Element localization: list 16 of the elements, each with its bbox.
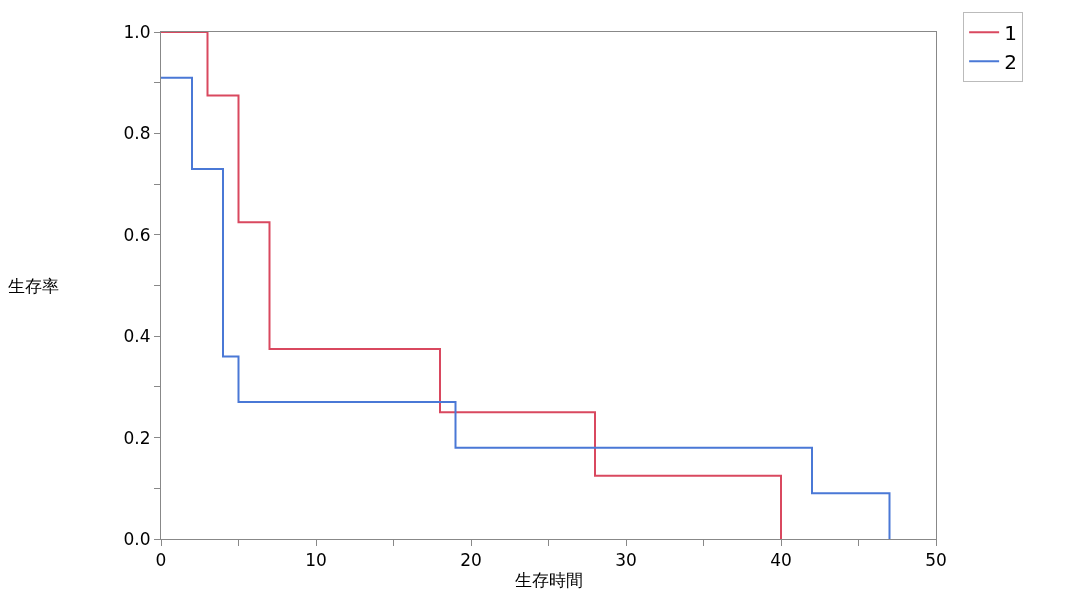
y-tick-label: 0.8 [123, 123, 151, 144]
y-tick-label: 1.0 [123, 21, 151, 42]
x-axis-title: 生存時間 [514, 569, 583, 590]
y-axis-title: 生存率 [8, 276, 59, 296]
y-tick-label: 0.2 [123, 427, 151, 448]
x-tick-label: 30 [615, 550, 637, 571]
legend-label: 1 [1004, 21, 1017, 46]
x-tick-label: 0 [155, 550, 167, 571]
x-tick-label: 50 [925, 550, 947, 571]
y-tick-label: 0.6 [123, 224, 151, 245]
y-tick-label: 0.4 [123, 326, 151, 347]
y-tick-label: 0.0 [123, 528, 151, 549]
x-tick-label: 10 [305, 550, 327, 571]
x-tick-label: 40 [770, 550, 792, 571]
legend-label: 2 [1004, 50, 1017, 75]
x-tick-label: 20 [460, 550, 482, 571]
